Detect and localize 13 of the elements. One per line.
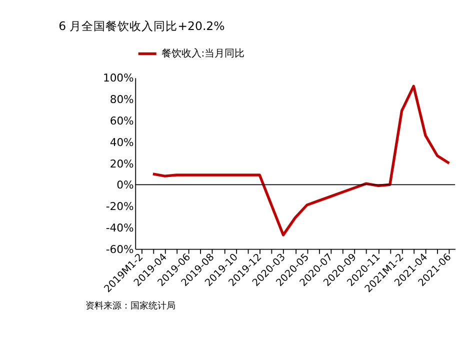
y-tick-label: 100% [102, 72, 134, 85]
y-tick-label: 0% [116, 178, 134, 192]
y-tick-label: -40% [106, 222, 134, 235]
legend-label: 餐饮收入:当月同比 [161, 47, 245, 60]
text: 资料来源：国家统计局 [86, 300, 176, 312]
chart-title: 6 月全国餐饮收入同比+20.2% [58, 18, 225, 33]
y-tick-label: -20% [106, 200, 134, 214]
y-tick-label: 40% [110, 136, 134, 149]
y-tick-label: 80% [110, 93, 134, 106]
y-tick-label: 20% [110, 157, 134, 170]
y-tick-label: 60% [110, 114, 134, 128]
y-tick-label: -60% [106, 242, 134, 256]
line-series [152, 84, 451, 236]
